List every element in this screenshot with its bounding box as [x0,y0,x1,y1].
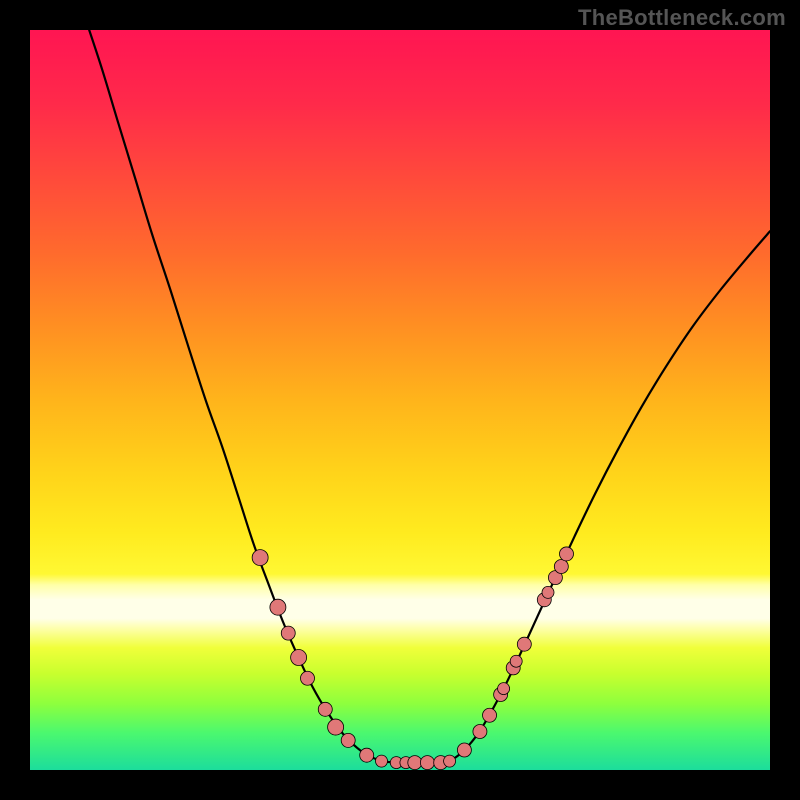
data-point [341,733,355,747]
data-point [281,626,295,640]
data-point [420,756,434,770]
data-point [554,560,568,574]
data-point [517,637,531,651]
chart-container: TheBottleneck.com [0,0,800,800]
data-point [542,586,554,598]
data-point [510,655,522,667]
data-point [408,756,422,770]
data-point [457,743,471,757]
data-point [360,748,374,762]
data-point [444,755,456,767]
watermark-text: TheBottleneck.com [578,5,786,31]
data-point [318,702,332,716]
gradient-background [30,30,770,770]
data-point [498,683,510,695]
data-point [376,755,388,767]
data-point [252,550,268,566]
data-point [301,671,315,685]
data-point [291,650,307,666]
bottleneck-chart [0,0,800,800]
data-point [473,725,487,739]
data-point [560,547,574,561]
data-point [483,708,497,722]
data-point [328,719,344,735]
data-point [270,599,286,615]
